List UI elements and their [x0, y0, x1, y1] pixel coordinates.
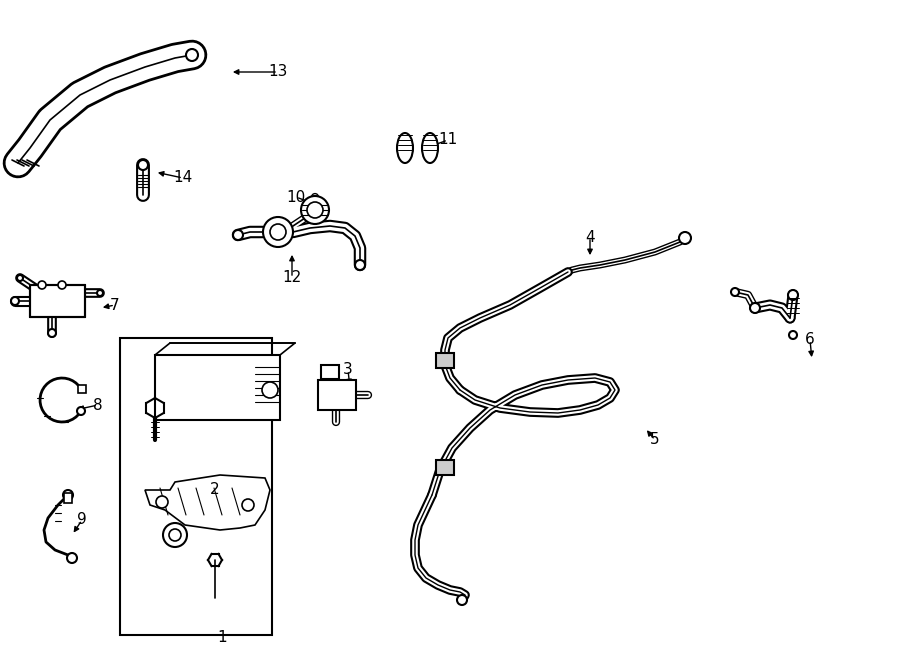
Circle shape [270, 224, 286, 240]
Text: 6: 6 [806, 332, 814, 348]
Circle shape [731, 288, 739, 296]
Circle shape [788, 290, 798, 300]
Circle shape [789, 331, 797, 339]
Bar [30, 285, 85, 317]
Circle shape [163, 523, 187, 547]
Circle shape [11, 297, 19, 305]
Circle shape [67, 553, 77, 563]
Text: 10: 10 [286, 190, 306, 204]
Circle shape [17, 275, 23, 281]
Bar [78, 385, 86, 393]
Bar [318, 380, 356, 410]
Circle shape [750, 303, 760, 313]
Circle shape [48, 329, 56, 337]
Circle shape [97, 290, 103, 296]
Circle shape [186, 49, 198, 61]
Text: 8: 8 [94, 397, 103, 412]
Circle shape [263, 217, 293, 247]
Circle shape [242, 499, 254, 511]
Text: 1: 1 [217, 631, 227, 646]
Polygon shape [145, 475, 270, 530]
Text: 11: 11 [438, 132, 457, 147]
Text: 9: 9 [77, 512, 87, 527]
Bar [436, 460, 454, 475]
Text: 2: 2 [211, 483, 220, 498]
Circle shape [457, 595, 467, 605]
Text: 14: 14 [174, 171, 193, 186]
Text: 3: 3 [343, 362, 353, 377]
Circle shape [262, 382, 278, 398]
Bar [436, 353, 454, 368]
Text: 5: 5 [650, 432, 660, 447]
Text: 7: 7 [110, 297, 120, 313]
Text: 12: 12 [283, 270, 302, 286]
Circle shape [138, 160, 148, 170]
Circle shape [38, 281, 46, 289]
Circle shape [156, 496, 168, 508]
Text: 13: 13 [268, 65, 288, 79]
Circle shape [169, 529, 181, 541]
Circle shape [77, 407, 85, 415]
Ellipse shape [397, 133, 413, 163]
Bar [321, 365, 339, 379]
Ellipse shape [422, 133, 438, 163]
Circle shape [301, 196, 329, 224]
Circle shape [233, 230, 243, 240]
Text: 4: 4 [585, 229, 595, 245]
Circle shape [63, 490, 73, 500]
Bar [120, 338, 272, 635]
Circle shape [58, 281, 66, 289]
Circle shape [355, 260, 365, 270]
Circle shape [307, 202, 323, 218]
Bar [64, 493, 72, 503]
Circle shape [679, 232, 691, 244]
Bar [155, 355, 280, 420]
